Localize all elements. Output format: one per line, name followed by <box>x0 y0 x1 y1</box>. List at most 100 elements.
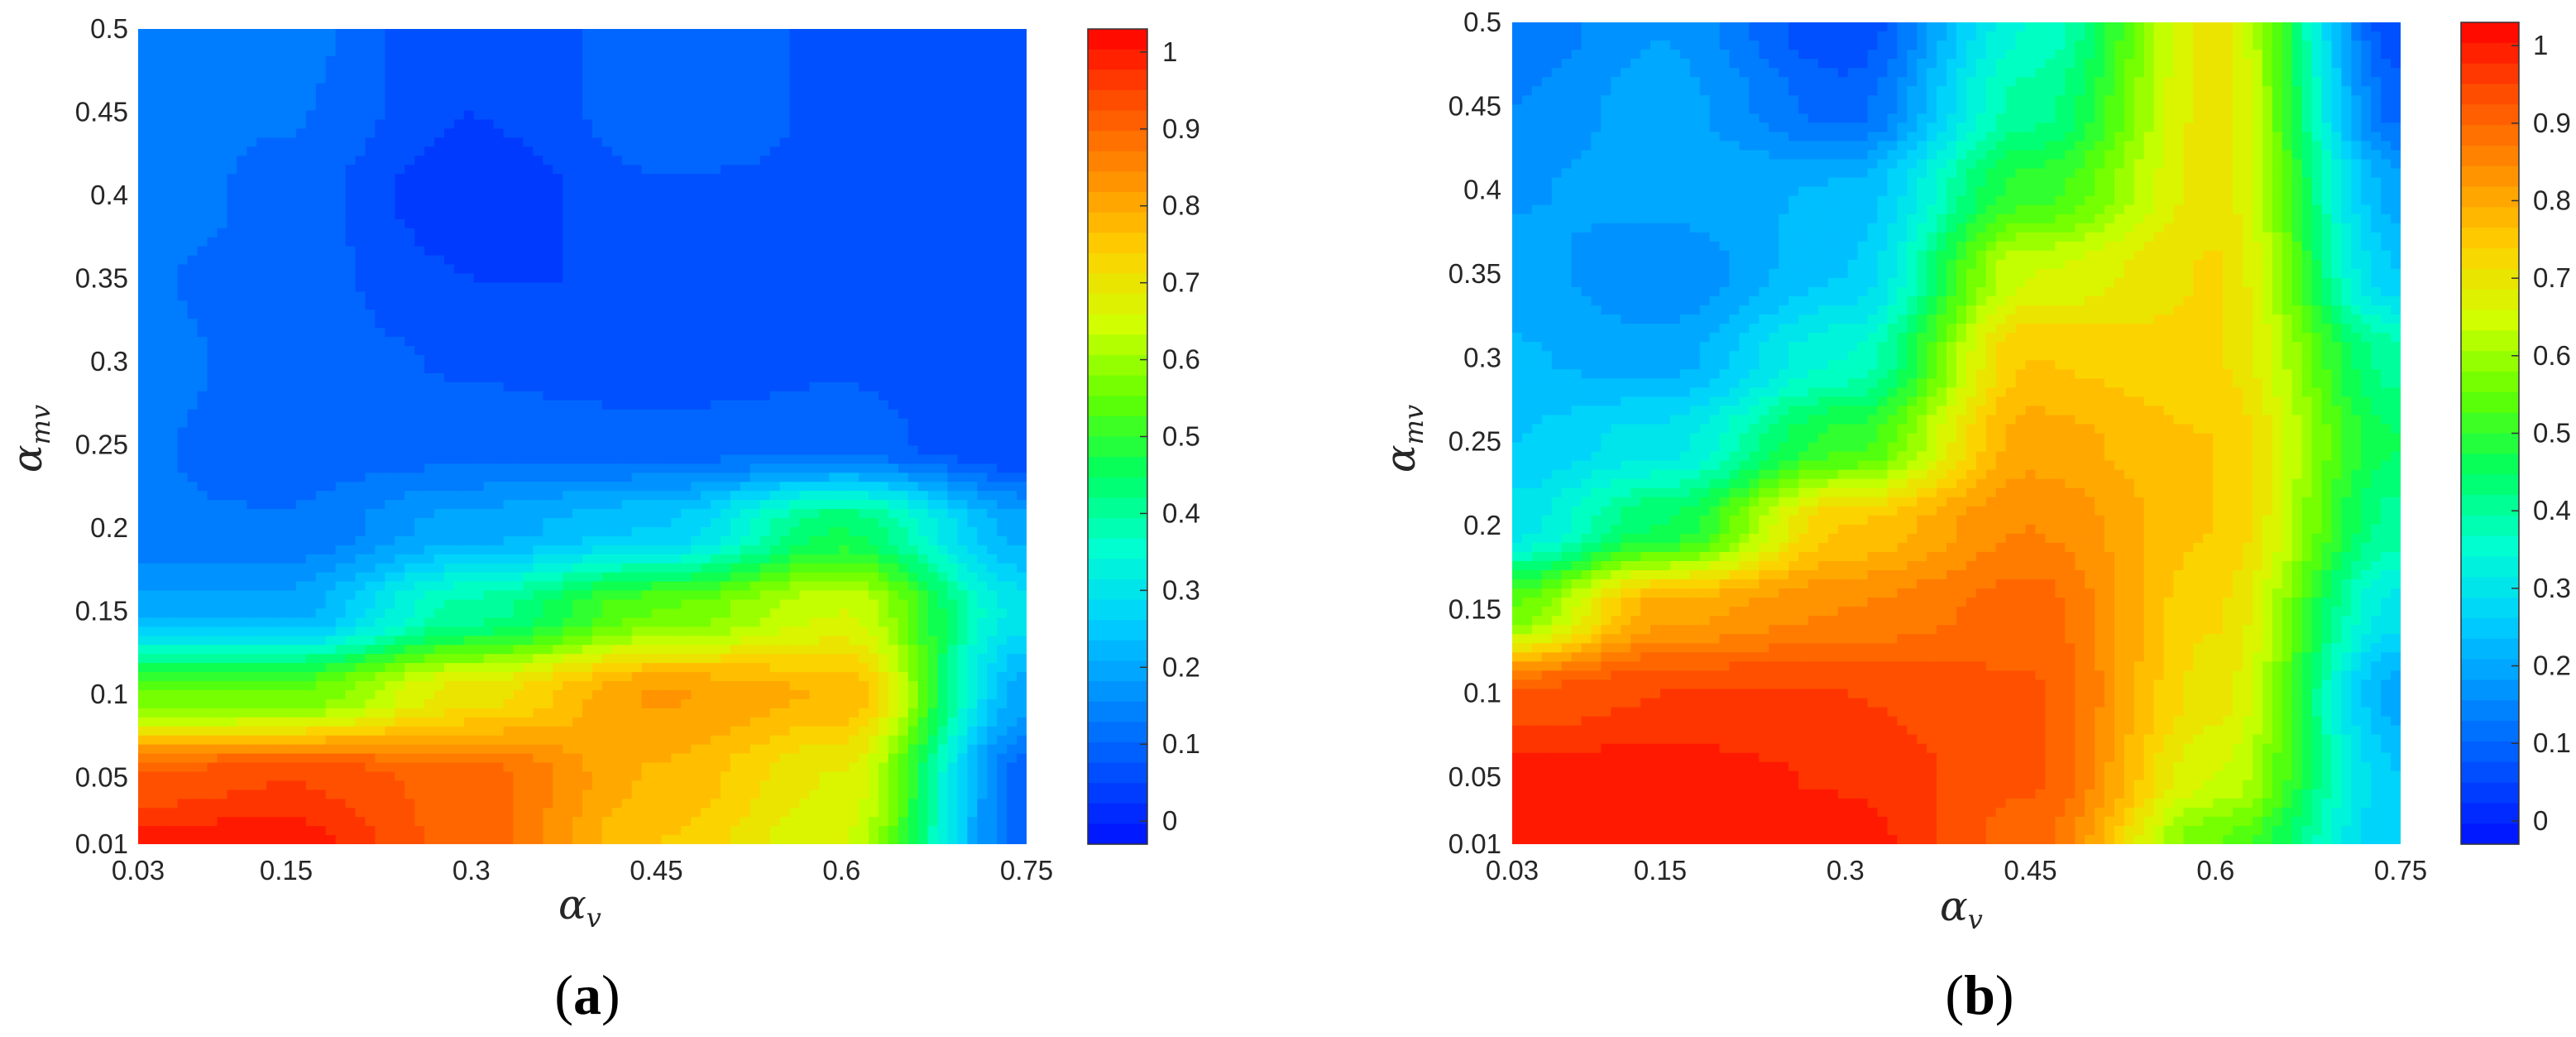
heatmap-cell <box>839 237 850 247</box>
heatmap-cell <box>533 174 544 184</box>
heatmap-cell <box>1017 146 1027 157</box>
heatmap-cell <box>513 382 524 392</box>
heatmap-cell <box>513 436 524 447</box>
heatmap-cell <box>335 372 347 383</box>
heatmap-cell <box>473 409 485 420</box>
heatmap-cell <box>879 237 889 247</box>
heatmap-cell <box>473 273 485 284</box>
heatmap-cell <box>740 518 751 528</box>
heatmap-cell <box>443 183 455 193</box>
heatmap-cell <box>147 264 159 275</box>
heatmap-cell <box>286 310 297 320</box>
heatmap-cell <box>641 46 653 57</box>
heatmap-cell <box>227 518 238 528</box>
heatmap-cell <box>691 518 702 528</box>
heatmap-cell <box>651 228 663 238</box>
heatmap-cell <box>553 482 564 492</box>
heatmap-cell <box>553 156 564 166</box>
heatmap-cell <box>621 174 633 184</box>
heatmap-cell <box>701 237 712 247</box>
heatmap-cell <box>513 174 524 184</box>
heatmap-cell <box>888 463 899 474</box>
heatmap-cell <box>582 445 593 456</box>
heatmap-cell <box>256 119 268 130</box>
heatmap-cell <box>631 183 643 193</box>
heatmap-cell <box>453 418 465 429</box>
heatmap-cell <box>266 228 277 238</box>
heatmap-cell <box>295 400 307 410</box>
heatmap-cell <box>237 400 248 410</box>
heatmap-cell <box>927 400 939 410</box>
heatmap-cell <box>237 337 248 347</box>
heatmap-cell <box>295 264 307 275</box>
heatmap-cell <box>325 228 337 238</box>
heatmap-cell <box>276 454 287 465</box>
heatmap-cell <box>365 110 376 121</box>
heatmap-cell <box>395 74 406 84</box>
heatmap-cell <box>779 319 791 329</box>
heatmap-cell <box>345 346 357 356</box>
heatmap-cell <box>434 328 445 338</box>
heatmap-cell <box>977 300 989 311</box>
heatmap-cell <box>789 518 801 528</box>
heatmap-cell <box>227 454 238 465</box>
heatmap-cell <box>335 382 347 392</box>
heatmap-cell <box>730 128 741 139</box>
heatmap-cell <box>997 146 1008 157</box>
heatmap-cell <box>375 300 386 311</box>
heatmap-cell <box>355 273 366 284</box>
heatmap-cell <box>395 500 406 510</box>
heatmap-cell <box>740 218 751 229</box>
heatmap-cell <box>295 183 307 193</box>
heatmap-cell <box>276 382 287 392</box>
heatmap-cell <box>463 183 475 193</box>
heatmap-cell <box>1007 246 1017 257</box>
heatmap-cell <box>266 192 277 202</box>
heatmap-cell <box>898 391 909 401</box>
heatmap-cell <box>503 319 515 329</box>
heatmap-cell <box>138 463 149 474</box>
heatmap-cell <box>917 200 929 211</box>
heatmap-cell <box>256 228 268 238</box>
heatmap-cell <box>207 165 218 175</box>
heatmap-cell <box>997 391 1008 401</box>
heatmap-cell <box>641 518 653 528</box>
heatmap-cell <box>513 273 524 284</box>
heatmap-cell <box>730 237 741 247</box>
heatmap-cell <box>691 355 702 365</box>
heatmap-cell <box>553 400 564 410</box>
heatmap-cell <box>671 382 682 392</box>
heatmap-cell <box>463 264 475 275</box>
heatmap-cell <box>295 363 307 374</box>
heatmap-cell <box>207 291 218 302</box>
heatmap-cell <box>533 346 544 356</box>
heatmap-cell <box>799 119 811 130</box>
heatmap-cell <box>977 264 989 275</box>
heatmap-cell <box>247 427 258 438</box>
heatmap-cell <box>997 192 1008 202</box>
heatmap-cell <box>759 137 771 148</box>
heatmap-cell <box>641 83 653 94</box>
heatmap-cell <box>711 192 721 202</box>
heatmap-cell <box>701 74 712 84</box>
heatmap-cell <box>591 156 603 166</box>
heatmap-cell <box>375 119 386 130</box>
heatmap-cell <box>414 218 425 229</box>
heatmap-cell <box>849 445 860 456</box>
heatmap-cell <box>681 518 692 528</box>
heatmap-cell <box>779 119 791 130</box>
heatmap-cell <box>937 55 949 66</box>
heatmap-cell <box>157 500 169 510</box>
heatmap-cell <box>730 482 741 492</box>
heatmap-cell <box>305 363 317 374</box>
heatmap-cell <box>927 273 939 284</box>
heatmap-cell <box>631 282 643 293</box>
heatmap-cell <box>503 101 515 112</box>
heatmap-cell <box>543 55 554 66</box>
heatmap-cell <box>789 418 801 429</box>
heatmap-cell <box>711 273 721 284</box>
heatmap-cell <box>286 300 297 311</box>
heatmap-cell <box>197 328 208 338</box>
heatmap-cell <box>563 119 573 130</box>
heatmap-cell <box>414 37 425 48</box>
